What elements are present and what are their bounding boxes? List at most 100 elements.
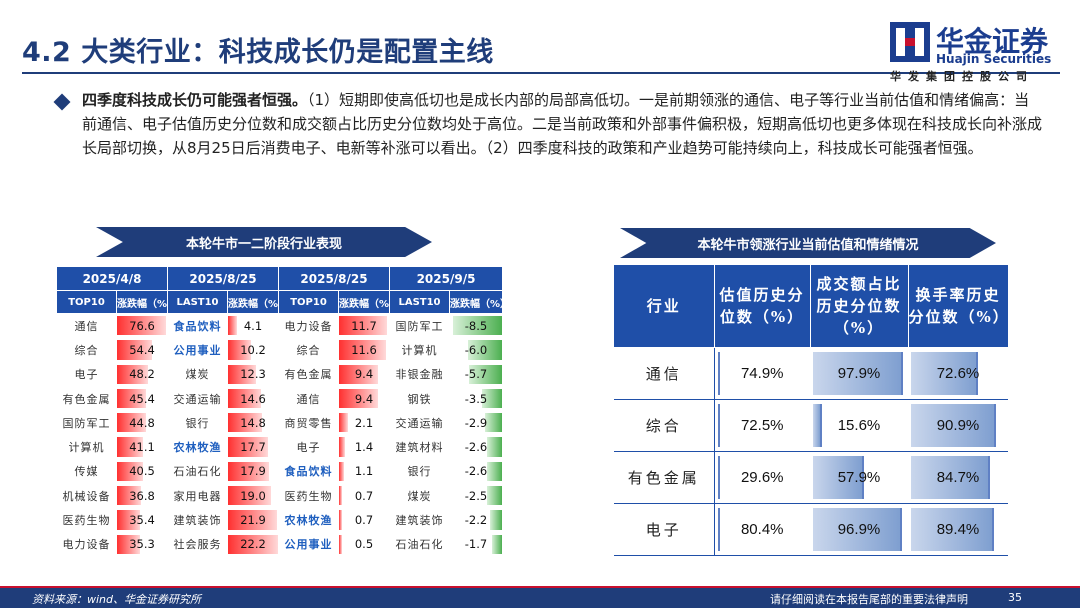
table-row: 通信 74.9% 97.9% 72.6% (614, 347, 1008, 400)
table-row: 有色金属 45.4 交通运输 14.6 通信 9.4 钢铁 -3.5 (56, 385, 503, 412)
percentile-cell: 96.9% (810, 503, 908, 556)
change-value: -1.7 (464, 537, 488, 552)
change-value-cell: 76.6 (116, 312, 168, 339)
change-value: -5.7 (464, 367, 488, 382)
industry-name-cell: 商贸零售 (278, 410, 339, 436)
change-value: 1.1 (354, 464, 374, 479)
industry-name-cell: 农林牧渔 (167, 434, 228, 460)
right-table-banner: 本轮牛市领涨行业当前估值和情绪情况 (620, 228, 996, 258)
negative-data-bar (452, 316, 502, 336)
column-header: 涨跌幅（%） (449, 290, 503, 314)
industry-name-cell: 通信 (278, 385, 339, 412)
change-value: 35.4 (129, 513, 155, 528)
column-header: 估值历史分位数（%） (714, 265, 811, 348)
footer-bar (0, 588, 1080, 608)
footer-accent-line (0, 586, 1080, 588)
positive-data-bar (228, 461, 269, 482)
positive-data-bar (339, 364, 378, 384)
positive-data-bar (339, 413, 348, 433)
change-value: 2.1 (354, 415, 374, 430)
industry-name-cell: 有色金属 (278, 361, 339, 387)
positive-data-bar (339, 437, 345, 457)
positive-data-bar (228, 510, 277, 530)
percentile-data-bar (911, 455, 990, 499)
industry-name-cell: 食品饮料 (167, 312, 228, 339)
percentile-data-bar (717, 403, 720, 447)
industry-name-cell: 农林牧渔 (278, 507, 339, 533)
change-value: -2.6 (464, 440, 488, 455)
percentile-cell: 90.9% (908, 399, 1008, 452)
change-value-cell: -3.5 (449, 385, 503, 412)
percentile-cell: 74.9% (714, 347, 810, 400)
company-logo: 华金证券 Huajin Securities 华发集团控股公司 (890, 20, 1062, 86)
change-value: 48.2 (129, 367, 155, 382)
industry-name-cell: 电子 (278, 434, 339, 460)
date-header: 2025/4/8 (56, 266, 168, 291)
percentile-cell: 84.7% (908, 451, 1008, 504)
column-header: LAST10 (389, 290, 450, 314)
change-value: 12.3 (240, 367, 266, 382)
industry-name-cell: 综合 (56, 337, 117, 363)
change-value-cell: -8.5 (449, 312, 503, 339)
change-value-cell: 10.2 (227, 337, 279, 363)
percentile-cell: 29.6% (714, 451, 810, 504)
industry-name-cell: 计算机 (56, 434, 117, 460)
body-paragraph: 四季度科技成长仍可能强者恒强。（1）短期即使高低切也是成长内部的局部高低切。一是… (82, 88, 1042, 160)
positive-data-bar (339, 316, 387, 336)
change-value: 35.3 (129, 537, 155, 552)
change-value-cell: 11.7 (338, 312, 390, 339)
positive-data-bar (228, 316, 237, 336)
change-value: 11.6 (351, 342, 377, 357)
change-value: 76.6 (129, 318, 155, 333)
table-row: 电子 80.4% 96.9% 89.4% (614, 503, 1008, 556)
percentile-value: 72.5% (740, 416, 784, 434)
percentile-data-bar (911, 351, 978, 395)
percentile-cell: 15.6% (810, 399, 908, 452)
change-value: 22.2 (240, 537, 266, 552)
industry-name-cell: 建筑材料 (389, 434, 450, 460)
change-value-cell: 35.4 (116, 507, 168, 533)
industry-name-cell: 有色金属 (56, 385, 117, 412)
change-value: -8.5 (464, 318, 488, 333)
positive-data-bar (117, 388, 146, 409)
change-value-cell: -2.2 (449, 507, 503, 533)
change-value-cell: 1.4 (338, 434, 390, 460)
industry-name-cell: 电力设备 (278, 312, 339, 339)
industry-name-cell: 医药生物 (56, 507, 117, 533)
percentile-value: 90.9% (936, 416, 980, 434)
industry-name-cell: 传媒 (56, 458, 117, 485)
change-value: 17.9 (240, 464, 266, 479)
percentile-value: 97.9% (837, 364, 881, 382)
table-row: 有色金属 29.6% 57.9% 84.7% (614, 451, 1008, 504)
positive-data-bar (339, 461, 344, 482)
industry-name-cell: 电力设备 (56, 531, 117, 557)
percentile-value: 15.6% (837, 416, 881, 434)
change-value: 44.8 (129, 415, 155, 430)
industry-name-cell: 非银金融 (389, 361, 450, 387)
column-header: 涨跌幅（%） (227, 290, 279, 314)
legal-notice: 请仔细阅读在本报告尾部的重要法律声明 (770, 593, 968, 606)
column-header: TOP10 (56, 290, 117, 314)
change-value-cell: 2.1 (338, 410, 390, 436)
date-header: 2025/8/25 (278, 266, 390, 291)
percentile-data-bar (717, 455, 720, 499)
change-value-cell: 48.2 (116, 361, 168, 387)
change-value: 21.9 (240, 513, 266, 528)
positive-data-bar (228, 340, 251, 360)
negative-data-bar (467, 340, 502, 360)
column-header: 换手率历史分位数（%） (908, 265, 1009, 348)
percentile-value: 80.4% (740, 520, 784, 538)
page-number: 35 (1008, 591, 1022, 604)
positive-data-bar (228, 364, 256, 384)
negative-data-bar (487, 486, 502, 506)
change-value-cell: 12.3 (227, 361, 279, 387)
change-value-cell: 40.5 (116, 458, 168, 485)
change-value: -3.5 (464, 391, 488, 406)
change-value: 40.5 (129, 464, 155, 479)
industry-name-cell: 计算机 (389, 337, 450, 363)
change-value-cell: 0.7 (338, 483, 390, 509)
negative-data-bar (492, 534, 502, 554)
industry-performance-table: 2025/4/8 2025/8/25 2025/8/25 2025/9/5 TO… (56, 266, 503, 557)
change-value-cell: 14.8 (227, 410, 279, 436)
change-value: -2.2 (464, 513, 488, 528)
